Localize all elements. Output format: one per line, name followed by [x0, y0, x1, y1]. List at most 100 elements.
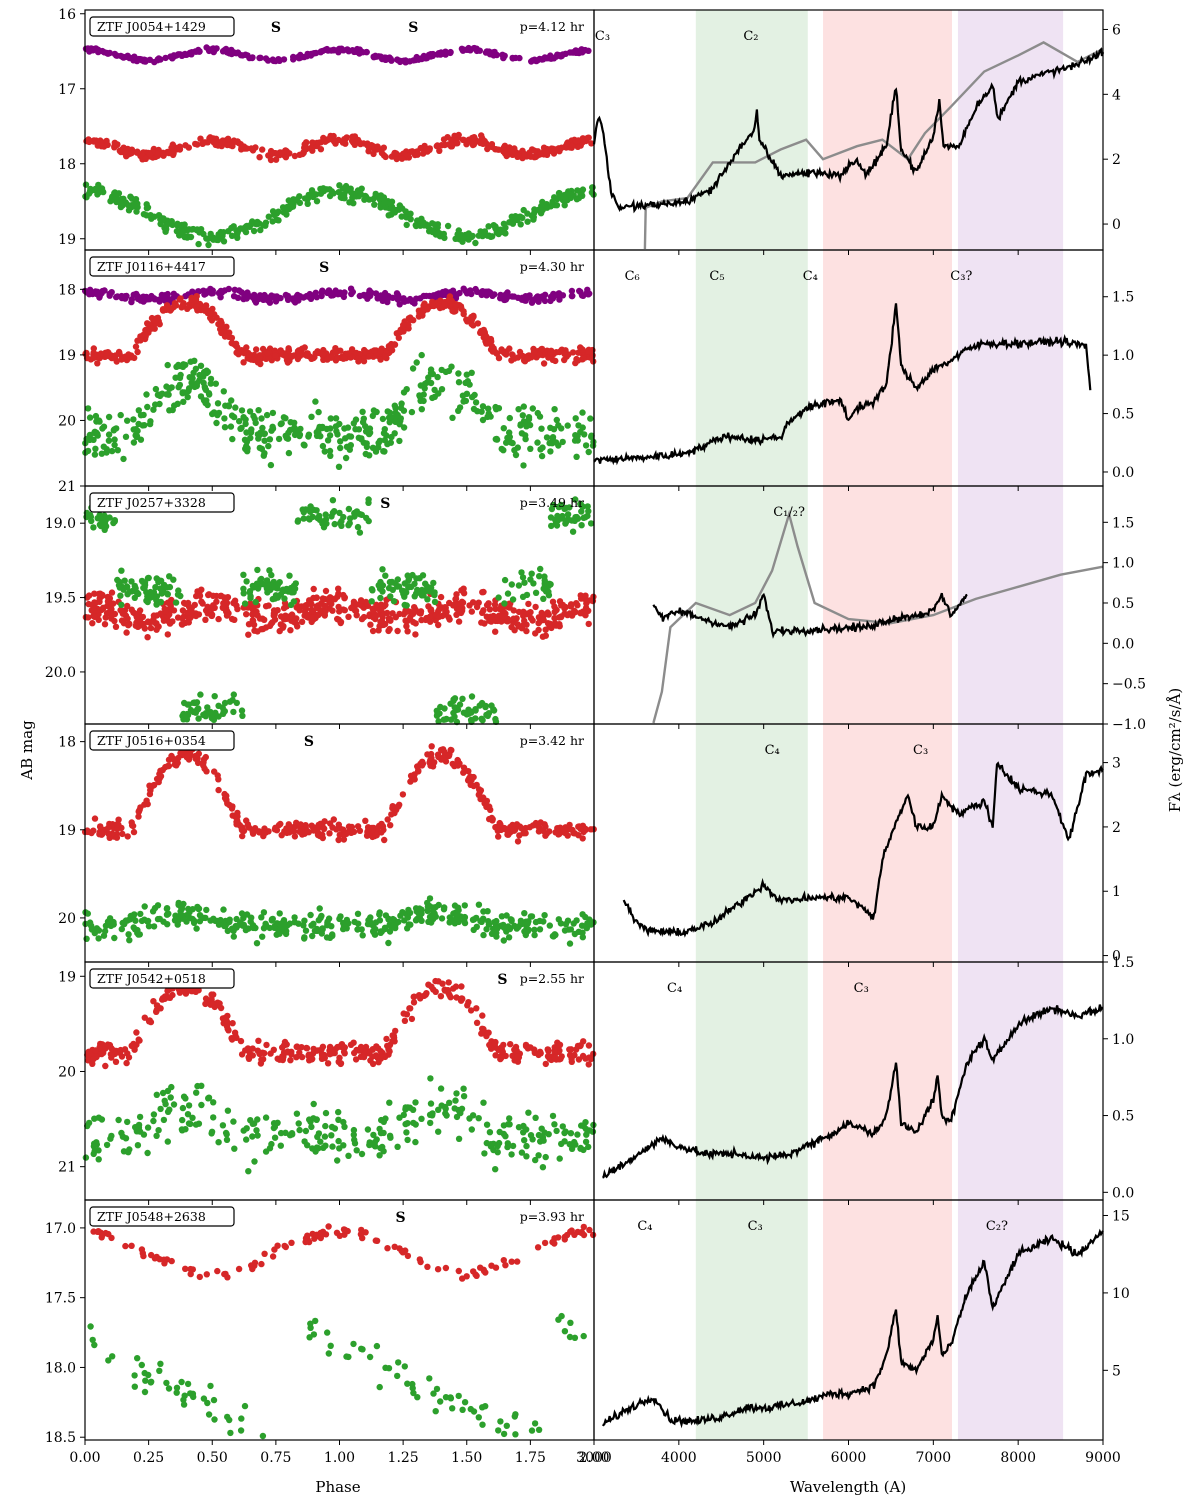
data-point-green [461, 902, 468, 909]
data-point-green [249, 1133, 256, 1140]
data-point-red [174, 614, 182, 621]
data-point-red [532, 603, 539, 611]
data-point-green [440, 906, 448, 913]
data-point-green [388, 198, 396, 205]
data-point-red [160, 617, 168, 624]
data-point-green [495, 405, 503, 412]
data-point-red [542, 1060, 549, 1068]
data-point-red [450, 985, 457, 992]
data-point-red [296, 828, 303, 835]
data-point-green [140, 211, 148, 218]
data-point-green [293, 196, 300, 203]
data-point-purple [249, 54, 256, 62]
data-point-green [485, 405, 492, 412]
data-point-green [365, 499, 372, 506]
data-point-green [187, 706, 195, 714]
data-point-green [223, 1136, 231, 1144]
data-point-red [214, 1267, 221, 1275]
data-point-red [92, 1047, 99, 1054]
data-point-purple [268, 292, 275, 299]
data-point-red [371, 613, 379, 620]
data-point-green [236, 418, 243, 425]
data-point-green [582, 514, 589, 521]
data-point-red [336, 608, 343, 615]
data-point-red [508, 1258, 515, 1265]
data-point-green [291, 419, 298, 426]
data-point-red [400, 321, 407, 329]
data-point-green [254, 566, 261, 574]
data-point-red [309, 147, 316, 154]
data-point-red [547, 349, 554, 356]
data-point-green [488, 930, 496, 937]
data-point-red [341, 831, 348, 839]
data-point-green [87, 513, 95, 521]
data-point-green [228, 224, 235, 232]
data-point-green [215, 713, 222, 720]
data-point-red [375, 1059, 382, 1066]
data-point-green [100, 188, 107, 196]
data-point-purple [312, 49, 320, 57]
data-point-red [498, 1054, 505, 1061]
data-point-red [371, 347, 378, 354]
data-point-green [263, 585, 271, 592]
data-point-green [402, 1120, 409, 1128]
data-point-red [451, 601, 458, 608]
data-point-red [234, 809, 241, 817]
data-point-green [201, 385, 209, 392]
data-point-purple [209, 287, 216, 294]
data-point-green [492, 1166, 499, 1173]
data-point-green [98, 450, 106, 457]
data-point-green [556, 1155, 563, 1162]
data-point-red [500, 147, 508, 154]
data-point-red [365, 826, 372, 833]
data-point-green [541, 912, 548, 919]
data-point-green [379, 415, 387, 423]
data-point-red [202, 616, 209, 623]
wavelength-band [957, 1200, 1064, 1440]
data-point-green [166, 1106, 173, 1113]
data-point-green [501, 576, 509, 584]
data-point-red [428, 743, 435, 750]
data-point-red [500, 1257, 507, 1264]
data-point-purple [106, 292, 113, 299]
data-point-green [302, 1127, 310, 1135]
data-point-green [500, 425, 507, 432]
data-point-green [574, 187, 581, 194]
data-point-green [230, 933, 237, 940]
data-point-green [187, 1120, 194, 1128]
data-point-green [268, 1140, 275, 1148]
data-point-red [222, 1016, 230, 1024]
data-point-green [502, 1133, 509, 1140]
data-point-green [133, 1128, 141, 1135]
data-point-purple [382, 56, 390, 63]
data-point-green [240, 1127, 247, 1134]
data-point-green [115, 197, 122, 204]
data-point-green [494, 925, 501, 932]
data-point-red [417, 608, 425, 615]
data-point-red [423, 990, 430, 997]
data-point-green [127, 912, 134, 920]
data-point-red [171, 756, 178, 763]
data-point-green [143, 391, 150, 398]
data-point-green [168, 1083, 175, 1091]
data-point-green [297, 425, 304, 433]
data-point-red [196, 592, 204, 599]
data-point-red [494, 827, 501, 834]
data-point-red [207, 134, 214, 141]
data-point-red [378, 821, 385, 828]
data-point-purple [307, 292, 314, 299]
data-point-green [334, 1157, 341, 1164]
data-point-green [159, 1089, 167, 1097]
data-point-green [515, 582, 523, 589]
data-point-green [442, 1110, 449, 1117]
data-point-green [504, 590, 512, 597]
data-point-red [89, 354, 97, 362]
data-point-green [470, 405, 478, 413]
data-point-red [394, 627, 401, 635]
data-point-green [379, 588, 386, 595]
data-point-red [133, 1029, 140, 1036]
data-point-green [529, 1136, 536, 1143]
data-point-red [402, 617, 409, 624]
data-point-red [435, 978, 442, 985]
data-point-green [86, 414, 94, 421]
